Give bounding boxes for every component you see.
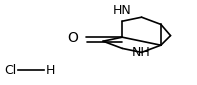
Text: O: O bbox=[67, 31, 78, 45]
Text: H: H bbox=[46, 63, 55, 76]
Text: HN: HN bbox=[113, 4, 132, 17]
Text: Cl: Cl bbox=[4, 63, 17, 76]
Text: NH: NH bbox=[132, 46, 151, 59]
